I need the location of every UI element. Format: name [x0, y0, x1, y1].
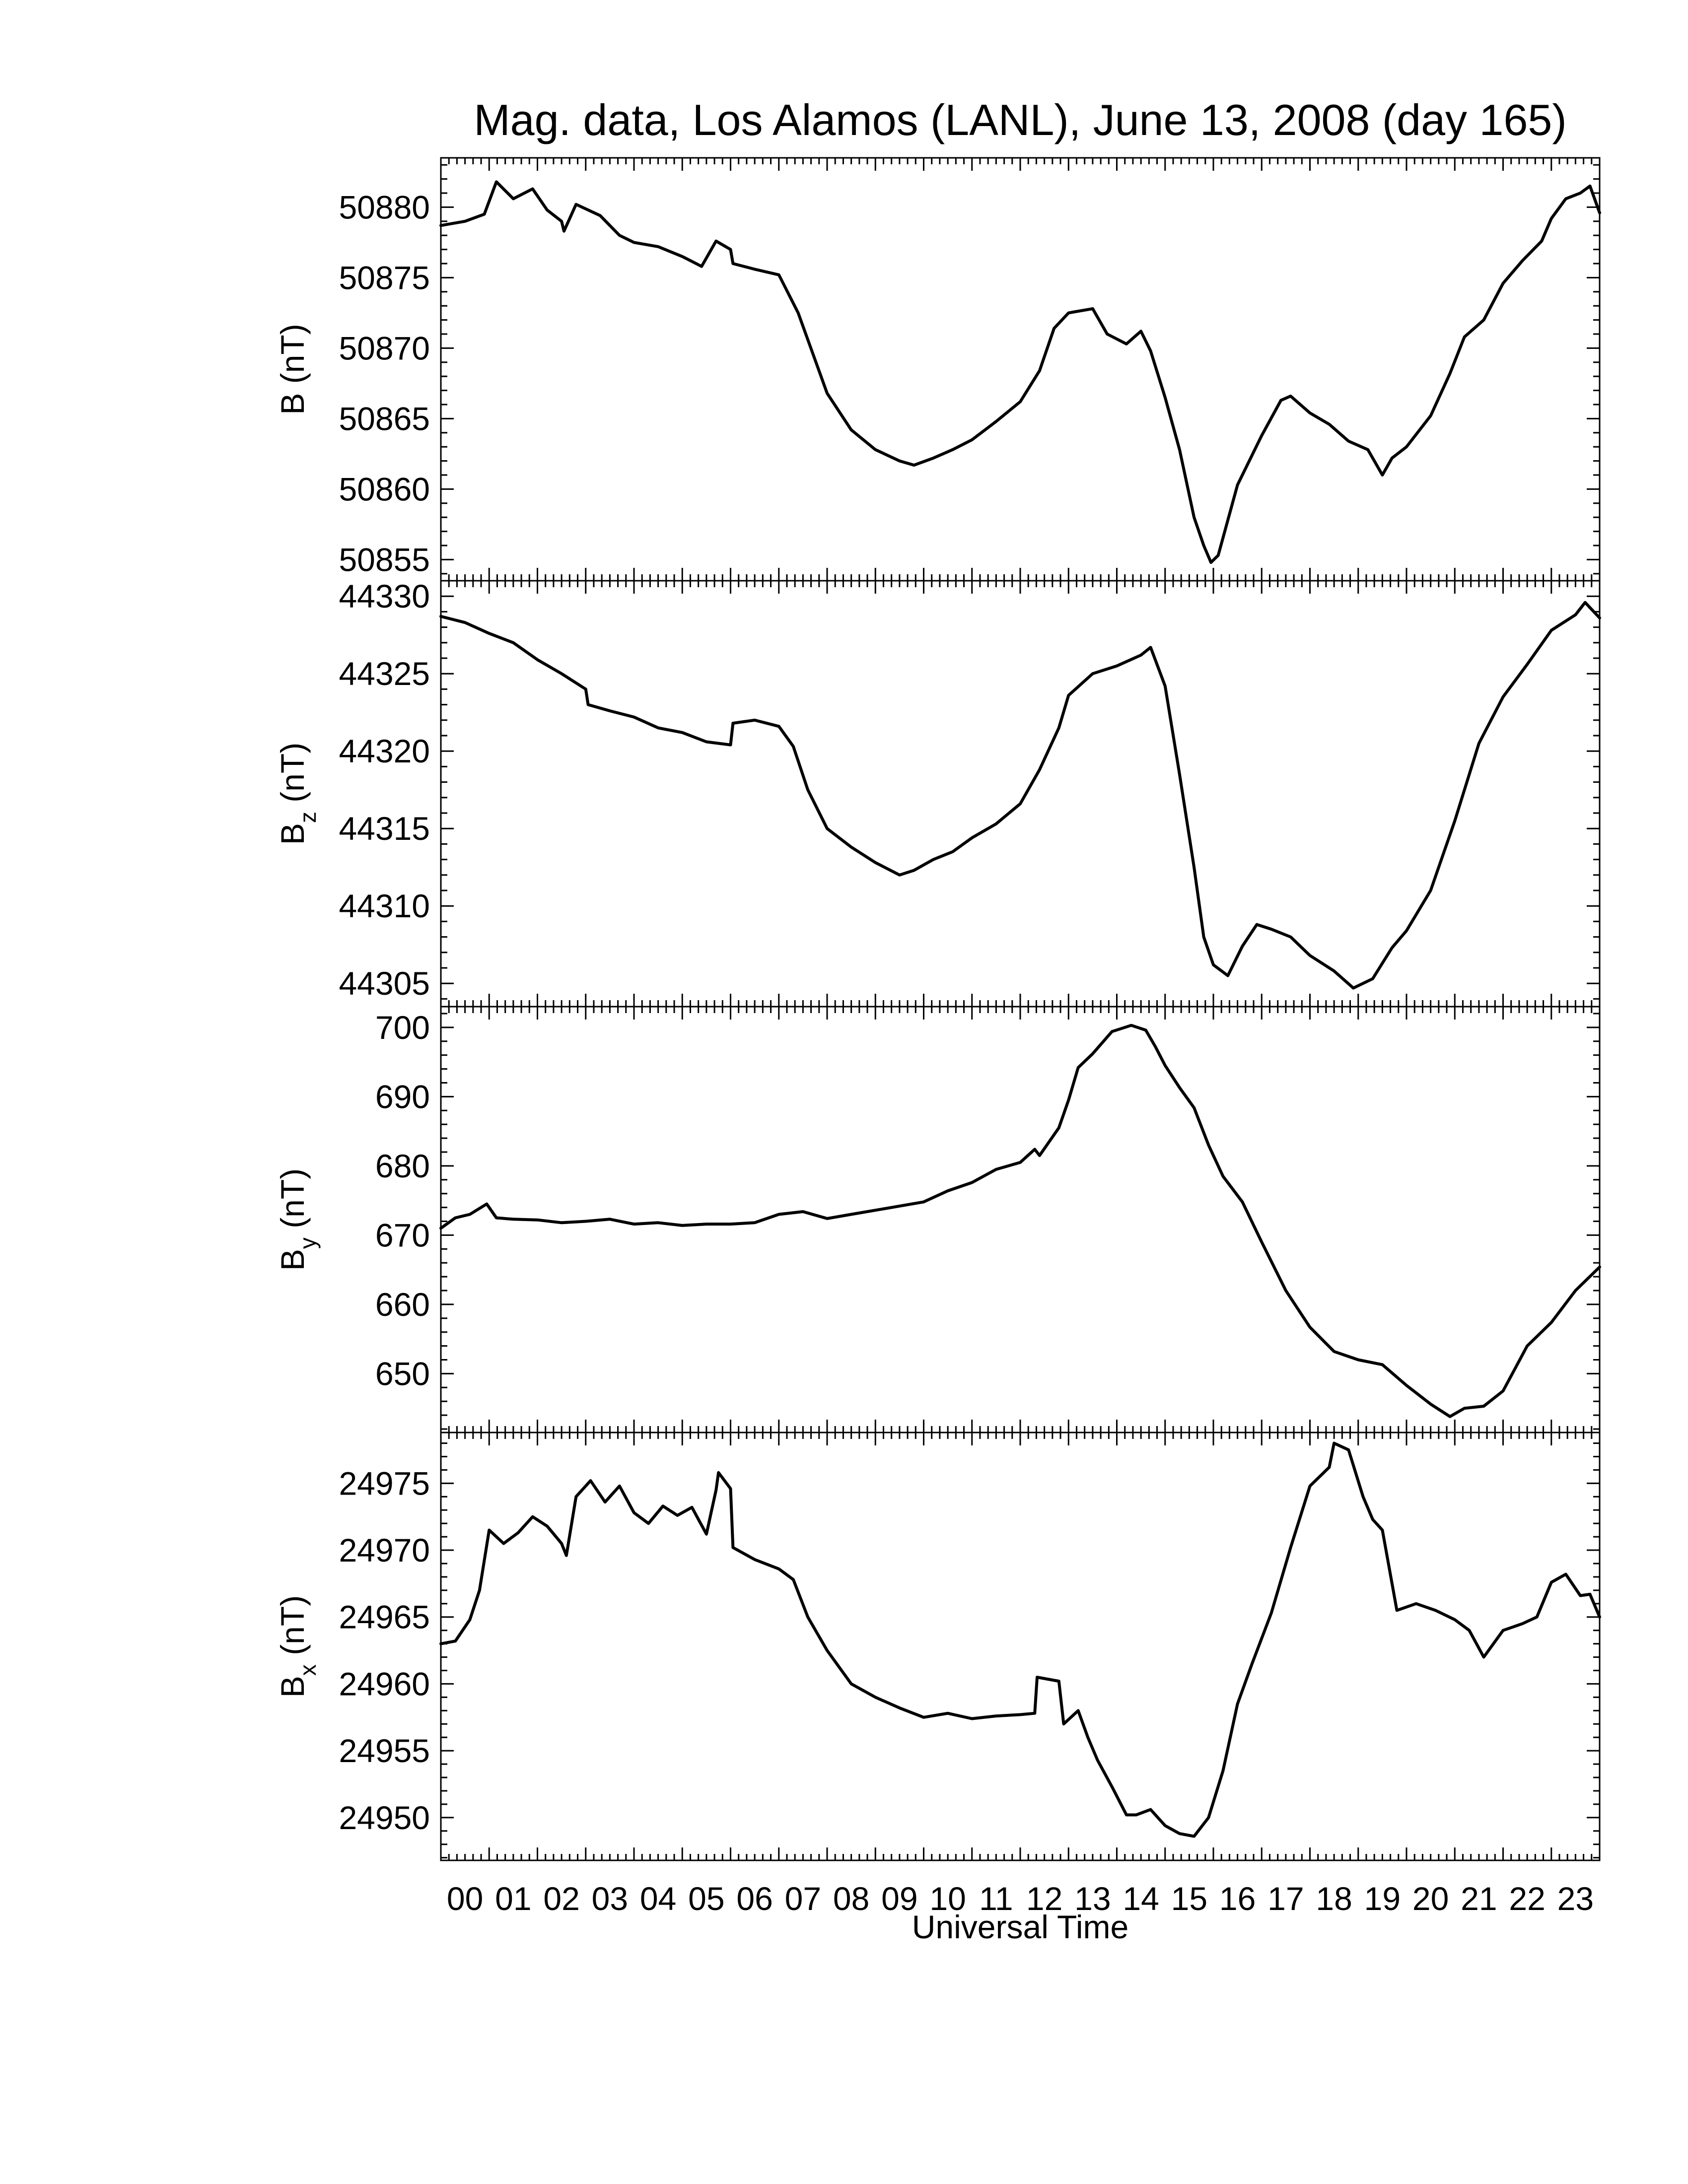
y-tick-label: 700 [375, 1009, 430, 1046]
x-tick-label: 02 [543, 1880, 579, 1917]
y-tick-label: 50870 [339, 330, 430, 366]
panel-1: 50855 50860 50865 50870 50875 50880 B (nT) [274, 157, 1601, 582]
y-tick-label: 50855 [339, 541, 430, 578]
panel-3: 650 660 670 680 690 700 By (nT) [274, 1006, 1601, 1433]
y-tick-label: 50880 [339, 189, 430, 225]
panel-4: 24950 24955 24960 24965 24970 24975 Bx (nT) [274, 1432, 1601, 1861]
y-tick-label: 44315 [339, 810, 430, 847]
x-tick-label: 20 [1412, 1880, 1449, 1917]
x-tick-label: 06 [736, 1880, 773, 1917]
x-tick-label: 11 [979, 1880, 1013, 1917]
x-tick-label: 04 [640, 1880, 676, 1917]
series-line-2-1 [439, 601, 1601, 990]
y-tick-label: 44325 [339, 655, 430, 692]
chart-title: Mag. data, Los Alamos (LANL), June 13, 2… [474, 95, 1566, 144]
y-axis-label: Bz (nT) [274, 743, 321, 845]
y-tick-label: 660 [375, 1286, 430, 1323]
y-tick-label: 24970 [339, 1532, 430, 1569]
y-tick-label: 670 [375, 1217, 430, 1253]
x-tick-label: 21 [1461, 1880, 1497, 1917]
y-tick-label: 24965 [339, 1599, 430, 1636]
y-tick-label: 44320 [339, 733, 430, 769]
x-tick-label: 17 [1267, 1880, 1304, 1917]
x-tick-label: 10 [929, 1880, 966, 1917]
y-tick-label: 44330 [339, 578, 430, 614]
x-tick-label: 05 [688, 1880, 724, 1917]
x-tick-label: 23 [1557, 1880, 1594, 1917]
series-line-3-1 [439, 1024, 1601, 1418]
x-tick-label: 07 [785, 1880, 821, 1917]
y-tick-label: 44310 [339, 887, 430, 924]
panel-2: 44305 44310 44315 44320 44325 44330 Bz (nT) [274, 578, 1601, 1008]
x-tick-label: 18 [1316, 1880, 1352, 1917]
x-tick-label: 09 [881, 1880, 917, 1917]
x-axis-label: Universal Time [912, 1909, 1128, 1945]
y-axis-label: By (nT) [274, 1168, 321, 1271]
series-line-4-1 [439, 1441, 1601, 1838]
x-tick-label: 19 [1364, 1880, 1401, 1917]
y-tick-label: 24950 [339, 1799, 430, 1836]
y-tick-label: 24975 [339, 1465, 430, 1502]
y-tick-label: 50875 [339, 259, 430, 296]
x-tick-label: 00 [447, 1880, 483, 1917]
y-tick-label: 690 [375, 1078, 430, 1115]
y-tick-label: 24960 [339, 1665, 430, 1702]
y-tick-label: 650 [375, 1355, 430, 1392]
x-tick-label: 16 [1219, 1880, 1256, 1917]
y-axis-label: Bx (nT) [274, 1595, 321, 1698]
y-tick-label: 50865 [339, 400, 430, 437]
y-tick-label: 50860 [339, 471, 430, 507]
x-tick-label: 14 [1123, 1880, 1159, 1917]
y-tick-label: 44305 [339, 965, 430, 1002]
x-tick-label: 08 [833, 1880, 869, 1917]
x-tick-label: 03 [592, 1880, 628, 1917]
series-line-1-1 [439, 180, 1601, 564]
x-tick-label: 12 [1026, 1880, 1062, 1917]
panels: 50855 50860 50865 50870 50875 50880 B (nT) 4430… [274, 157, 1601, 1861]
y-tick-label: 24955 [339, 1732, 430, 1769]
x-tick-label: 13 [1074, 1880, 1111, 1917]
y-axis-label: B (nT) [274, 324, 311, 414]
x-tick-label: 15 [1171, 1880, 1207, 1917]
x-tick-label: 22 [1509, 1880, 1545, 1917]
y-tick-label: 680 [375, 1148, 430, 1184]
x-tick-label: 01 [495, 1880, 531, 1917]
